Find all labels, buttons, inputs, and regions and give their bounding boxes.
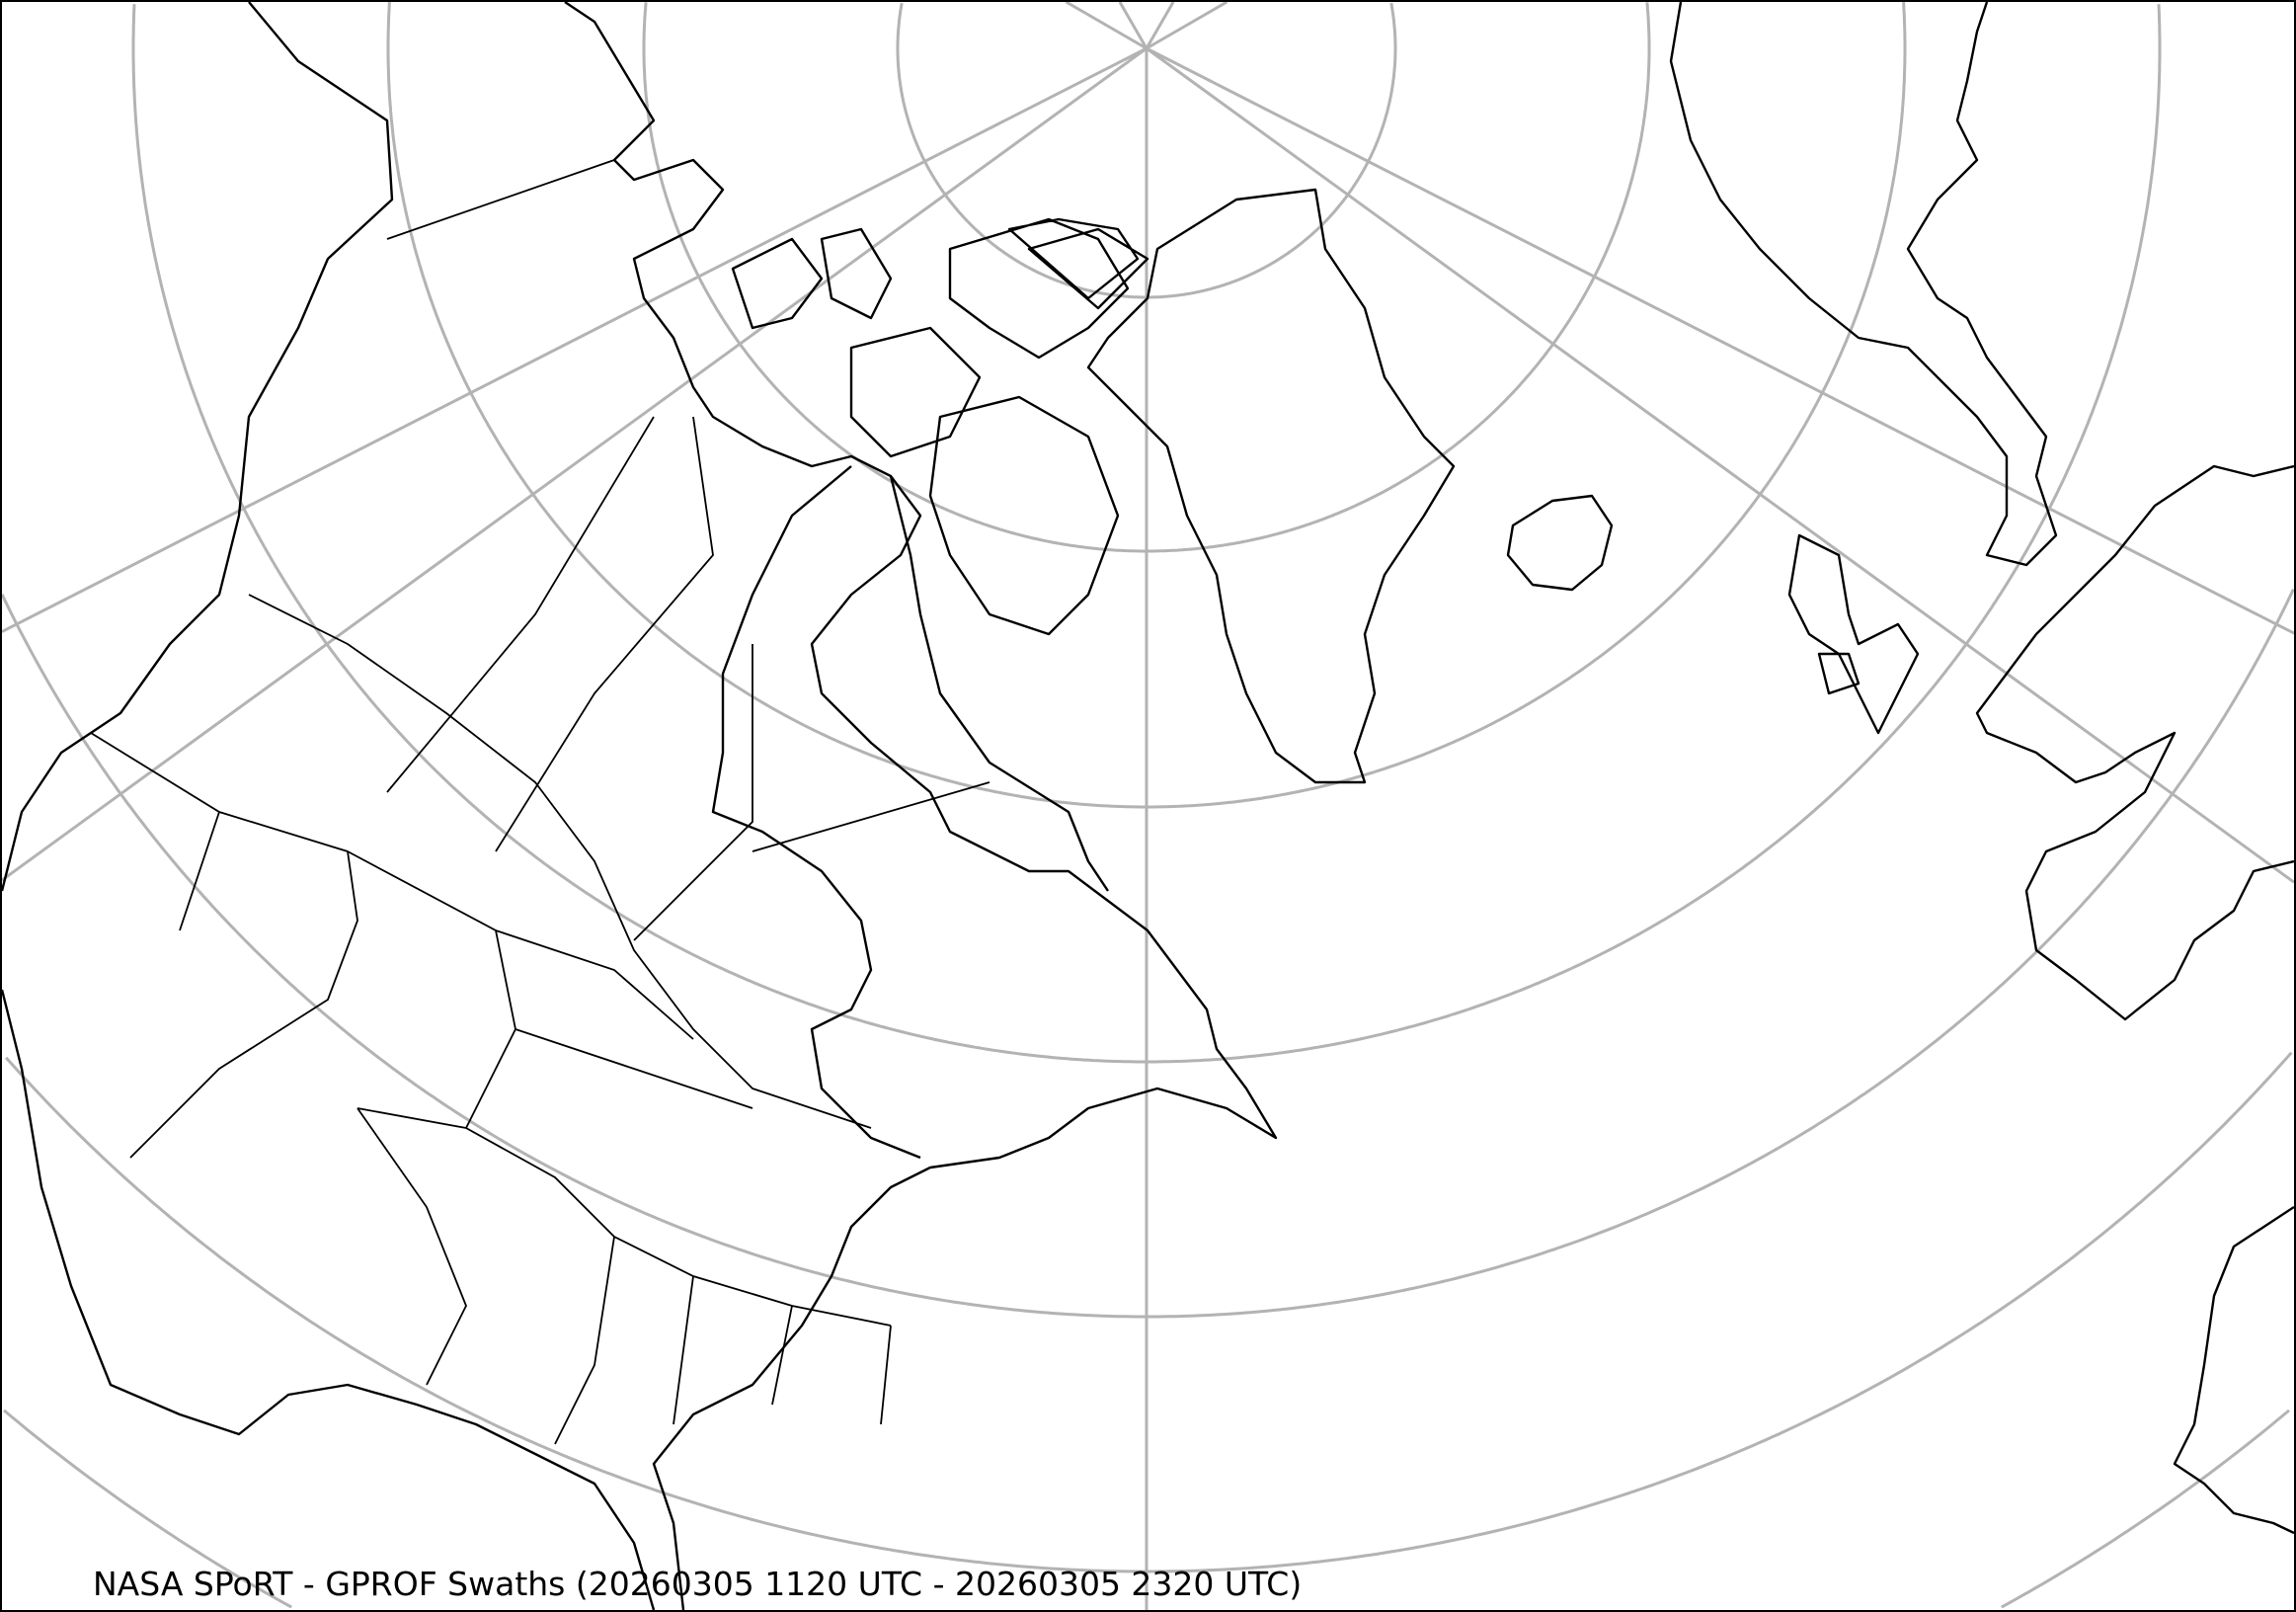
- africa-coastline: [2173, 1205, 2294, 1535]
- meridian-line: [1118, 2, 1148, 49]
- canada-province-borders: [386, 159, 990, 941]
- meridian-line: [1146, 2, 1228, 50]
- iceland-coastline: [1506, 494, 1614, 592]
- latitude-circle: [4, 1051, 2293, 1573]
- meridian-line: [1146, 46, 2294, 884]
- europe-coastline: [1669, 2, 2294, 1021]
- arctic-islands-coastline: [731, 217, 1149, 636]
- latitude-circle: [3, 1409, 2290, 1609]
- meridian-line: [1065, 2, 1148, 50]
- meridian-line: [1146, 46, 2294, 635]
- us-canada-border: [248, 594, 872, 1129]
- british-isles-coastline: [1787, 533, 1920, 735]
- north-america-coastline: [2, 2, 1278, 1610]
- latitude-circle: [896, 2, 1397, 299]
- latitude-circle: [131, 4, 2162, 1064]
- map-title: NASA SPoRT - GPROF Swaths (20260305 1120…: [93, 1565, 1303, 1603]
- latitude-circle: [2, 589, 2294, 1319]
- hudson-bay-coastline: [711, 465, 1109, 1160]
- meridian-line: [2, 46, 1148, 882]
- latitude-circle: [642, 2, 1651, 553]
- meridian-line: [1145, 2, 1175, 49]
- greenland-coastline: [1086, 188, 1456, 784]
- political-borders: [90, 159, 990, 1445]
- meridian-line: [2, 46, 1148, 633]
- us-state-borders: [90, 732, 892, 1445]
